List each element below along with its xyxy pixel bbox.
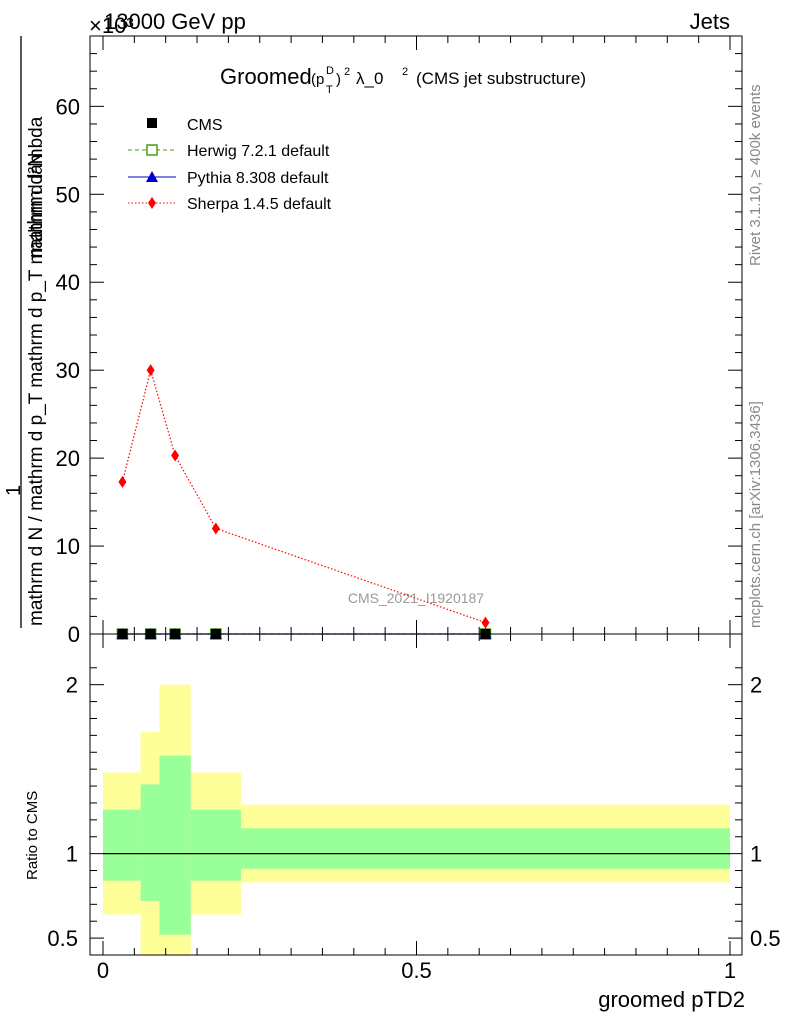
x-tick-label: 1 (724, 958, 736, 983)
data-point-sherpa (211, 522, 220, 535)
data-point-sherpa (171, 449, 180, 462)
legend-label-sherpa: Sherpa 1.4.5 default (187, 196, 332, 213)
ratio-inner-band (103, 809, 141, 881)
main-plot-panel: 0 10 20 30 40 50 60 (56, 35, 743, 647)
legend-entry-pythia: Pythia 8.308 default (128, 170, 329, 187)
legend: CMS Herwig 7.2.1 default Pythia 8.308 de… (128, 117, 332, 213)
title-sq2: 2 (402, 66, 408, 78)
legend-entry-herwig: Herwig 7.2.1 default (128, 143, 330, 160)
y-tick-label: 50 (56, 182, 80, 207)
watermark-label: CMS_2021_I1920187 (348, 590, 484, 606)
ratio-plot-panel: 0.5 0.5 1 1 2 2 0 0.5 1 (47, 633, 781, 983)
legend-label-pythia: Pythia 8.308 default (187, 170, 329, 187)
process-label: Jets (690, 9, 730, 34)
ratio-y-label: Ratio to CMS (24, 791, 41, 880)
ratio-y-tick-label: 2 (66, 673, 78, 698)
title-sq: 2 (344, 66, 350, 78)
x-tick-label: 0 (97, 958, 109, 983)
title-prefix: Groomed (220, 64, 312, 89)
legend-entry-cms: CMS (147, 117, 223, 134)
upper-y-label: mathrm d²N 1 mathrm d N / mathrm d p_T m… (3, 36, 47, 628)
ratio-inner-band (140, 784, 160, 901)
title-suffix: (CMS jet substructure) (416, 69, 586, 88)
y-numerator: mathrm d²N (25, 152, 47, 258)
data-point-sherpa (481, 616, 490, 629)
y-tick-label: 30 (56, 358, 80, 383)
legend-marker-pythia (146, 171, 158, 182)
y-tick-label: 0 (68, 622, 80, 647)
data-point-sherpa (118, 475, 127, 488)
legend-entry-sherpa: Sherpa 1.4.5 default (128, 196, 332, 213)
ratio-y-tick-label: 0.5 (47, 926, 78, 951)
ratio-plot-frame (89, 633, 743, 956)
y-denominator: mathrm d N / mathrm d p_T mathrm d p_T m… (26, 116, 47, 626)
ratio-inner-band (190, 809, 241, 881)
ratio-inner-band (159, 755, 191, 935)
legend-label-herwig: Herwig 7.2.1 default (187, 143, 330, 160)
title-pt-sup: D (326, 65, 334, 77)
y-tick-label: 60 (56, 94, 80, 119)
legend-marker-cms (147, 118, 157, 128)
chart-title: Groomed (p T D ) 2 λ_0 2 (CMS jet substr… (220, 64, 586, 96)
legend-marker-sherpa (148, 197, 156, 209)
ratio-y-tick-label: 1 (66, 842, 78, 867)
data-point-sherpa (146, 364, 155, 377)
exponent-label: ×10³ (89, 13, 134, 38)
title-pt-sub: T (326, 84, 333, 96)
ratio-inner-band (240, 828, 730, 869)
y-tick-label: 20 (56, 446, 80, 471)
ratio-y-tick-label-right: 2 (750, 673, 762, 698)
title-lambda: λ_0 (356, 69, 383, 88)
y-tick-label: 40 (56, 270, 80, 295)
x-axis-label: groomed pTD2 (598, 987, 745, 1012)
rivet-label: Rivet 3.1.10, ≥ 400k events (747, 84, 764, 266)
title-pt-close: ) (336, 71, 341, 88)
series-line-sherpa (121, 367, 486, 624)
title-pt: (p (311, 71, 324, 88)
legend-label-cms: CMS (187, 117, 223, 134)
y-one: 1 (3, 485, 25, 496)
x-tick-label: 0.5 (401, 958, 432, 983)
y-tick-label: 10 (56, 534, 80, 559)
ratio-y-tick-label-right: 0.5 (750, 926, 781, 951)
legend-marker-herwig (146, 144, 158, 156)
ratio-y-tick-label-right: 1 (750, 842, 762, 867)
mcplots-label: mcplots.cern.ch [arXiv:1306.3436] (747, 401, 764, 628)
energy-label: 13000 GeV pp (104, 9, 246, 34)
